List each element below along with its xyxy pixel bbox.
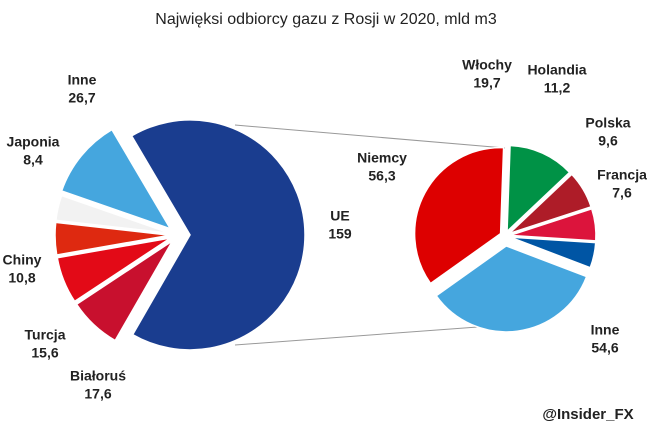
pie-slice (506, 144, 571, 234)
slice-label: Niemcy (357, 150, 407, 166)
credit: @Insider_FX (542, 406, 633, 423)
pie-slice (130, 119, 306, 351)
pie-slice (435, 245, 588, 333)
connector (234, 324, 506, 346)
slice-label: Włochy (462, 57, 512, 73)
value-label: 15,6 (31, 345, 58, 361)
value-label: 9,6 (598, 133, 618, 149)
value-label: 159 (328, 226, 352, 242)
slice-label: Holandia (527, 62, 586, 78)
pie-slice (55, 194, 171, 234)
pie-slice (54, 221, 171, 256)
value-label: 19,7 (473, 75, 500, 91)
pie-slice (413, 146, 505, 285)
value-label: 56,3 (368, 168, 395, 184)
chart-title: Najwięksi odbiorcy gazu z Rosji w 2020, … (155, 11, 497, 28)
slice-label: Turcja (25, 327, 66, 343)
value-label: 26,7 (68, 90, 95, 106)
slice-label: Polska (585, 115, 630, 131)
slice-label: UE (330, 208, 349, 224)
slice-label: Inne (68, 72, 97, 88)
pie-slice (56, 237, 171, 303)
connector (234, 124, 506, 149)
value-label: 54,6 (591, 340, 618, 356)
value-label: 11,2 (544, 80, 571, 96)
slice-label: Chiny (3, 252, 42, 268)
value-label: 7,6 (612, 185, 632, 201)
slice-label: Japonia (7, 134, 60, 150)
pie-slice (75, 240, 174, 342)
slice-label: Francja (597, 167, 647, 183)
value-label: 17,6 (84, 386, 111, 402)
slice-label: Inne (591, 322, 620, 338)
pie-slice (509, 236, 597, 269)
pie-slice (509, 207, 597, 242)
value-label: 10,8 (8, 270, 35, 286)
value-label: 8,4 (23, 152, 43, 168)
slice-label: Białoruś (70, 368, 126, 384)
pie-slice (508, 173, 593, 235)
pie-slice (60, 128, 172, 231)
